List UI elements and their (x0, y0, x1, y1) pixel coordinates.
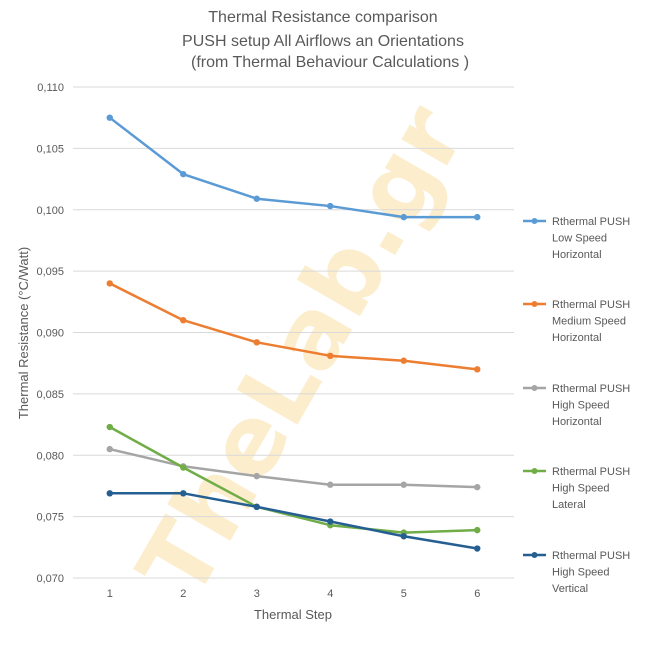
legend-label: Horizontal (552, 249, 602, 261)
x-tick-label: 3 (254, 588, 260, 600)
chart-title-line: Thermal Resistance comparison (208, 9, 437, 26)
data-point (180, 464, 187, 471)
grid-lines (73, 86, 514, 579)
y-tick-label: 0,095 (36, 266, 64, 278)
y-tick-label: 0,070 (36, 573, 64, 585)
legend-label: High Speed (552, 567, 610, 579)
data-point (106, 114, 113, 121)
chart-title-line: PUSH setup All Airflows an Orientations (182, 33, 464, 50)
legend-swatch-marker (531, 218, 538, 224)
y-tick-label: 0,075 (36, 512, 64, 524)
y-tick-label: 0,105 (36, 143, 64, 155)
data-point (180, 317, 187, 324)
legend-swatch-marker (531, 468, 538, 474)
data-point (474, 526, 481, 534)
data-point (180, 170, 187, 178)
series-3 (106, 445, 481, 491)
chart-title: Thermal Resistance comparison PUSH setup … (182, 9, 469, 71)
legend-label: High Speed (552, 400, 610, 412)
data-point (400, 533, 407, 540)
data-point (180, 490, 187, 497)
data-point (474, 483, 481, 491)
data-point (253, 472, 260, 480)
data-point (106, 280, 113, 287)
legend-label: Rthermal PUSH (552, 550, 630, 562)
data-point (327, 202, 334, 210)
legend-item: Rthermal PUSH High Speed Horizontal (523, 383, 630, 428)
y-tick-label: 0,085 (36, 389, 64, 401)
legend-item: Rthermal PUSH High Speed Lateral (523, 466, 630, 511)
chart-title-line: (from Thermal Behaviour Calculations ) (191, 54, 469, 71)
legend-label: Rthermal PUSH (552, 383, 630, 395)
y-tick-label: 0,110 (37, 82, 64, 94)
data-point (327, 518, 334, 525)
legend-item: Rthermal PUSH Medium Speed Horizontal (523, 299, 630, 344)
y-tick-label: 0,090 (36, 328, 64, 340)
legend-label: Lateral (552, 499, 586, 511)
series-line (108, 116, 478, 219)
data-point (400, 213, 407, 221)
legend-label: Horizontal (552, 416, 602, 428)
data-point (400, 481, 407, 488)
legend-label: Vertical (552, 583, 588, 595)
series-line (109, 282, 478, 371)
x-tick-label: 5 (401, 588, 407, 600)
legend-label: Rthermal PUSH (552, 216, 630, 228)
series-line (109, 425, 478, 534)
data-point (474, 545, 481, 552)
legend-label: High Speed (552, 483, 610, 495)
y-tick-label: 0,100 (36, 205, 64, 217)
legend-label: Rthermal PUSH (552, 299, 630, 311)
data-point (327, 352, 334, 360)
legend-swatch-marker (531, 552, 538, 558)
legend-item: Rthermal PUSH High Speed Vertical (523, 550, 630, 595)
series-line (109, 492, 478, 550)
y-axis-ticks: 0,070 0,075 0,080 0,085 0,090 0,095 0,100 0,105… (36, 82, 64, 585)
x-tick-label: 4 (327, 588, 333, 600)
x-tick-label: 6 (474, 588, 480, 600)
x-axis-label: Thermal Step (254, 607, 332, 622)
data-point (253, 339, 260, 346)
legend-label: Medium Speed (552, 316, 626, 328)
data-point (253, 503, 260, 511)
data-point (106, 490, 113, 497)
legend-swatch-marker (531, 385, 538, 391)
data-point (106, 423, 113, 431)
series-1 (106, 114, 481, 221)
legend-item: Rthermal PUSH Low Speed Horizontal (523, 216, 630, 261)
data-point (327, 481, 334, 488)
y-tick-label: 0,080 (36, 450, 64, 462)
legend-swatch-marker (531, 301, 538, 307)
legend-label: Horizontal (552, 332, 602, 344)
data-point (253, 195, 260, 202)
legend-label: Low Speed (552, 233, 607, 245)
series-lines (106, 114, 481, 552)
series-5 (106, 490, 481, 552)
data-point (400, 357, 407, 364)
data-point (474, 213, 481, 221)
data-point (106, 445, 113, 453)
data-point (474, 366, 481, 373)
x-tick-label: 2 (180, 588, 186, 600)
x-axis-ticks: 1 2 3 4 5 6 (107, 588, 481, 600)
legend-label: Rthermal PUSH (552, 466, 630, 478)
series-2 (106, 280, 481, 373)
series-line (109, 447, 478, 489)
x-tick-label: 1 (107, 588, 113, 600)
y-axis-label: Thermal Resistance (°C/Watt) (16, 247, 31, 419)
